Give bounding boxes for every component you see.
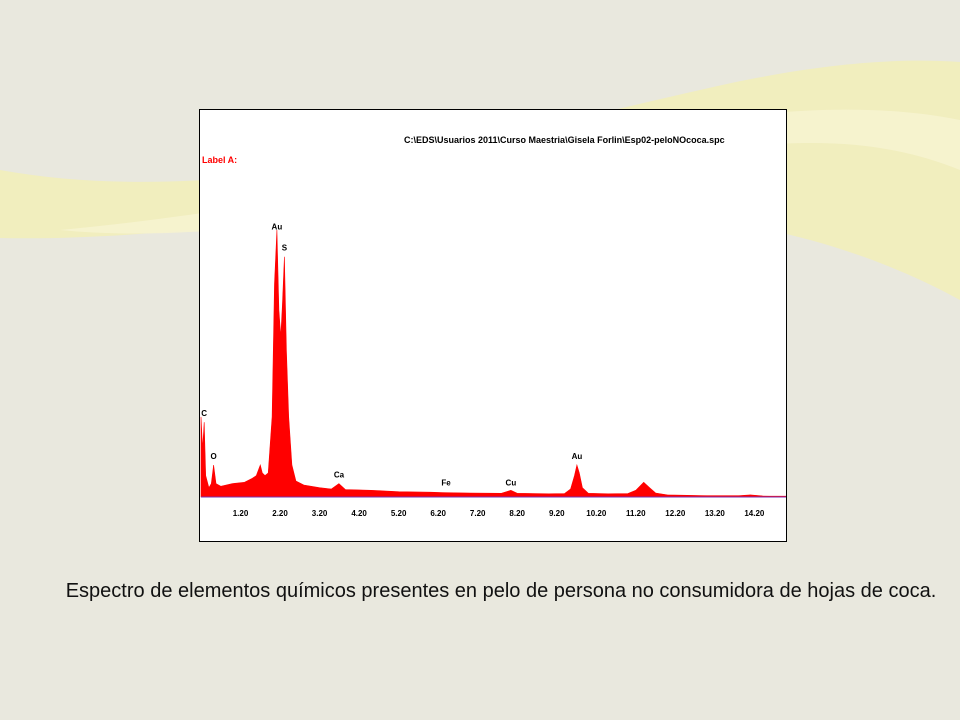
x-tick-label: 8.20	[509, 509, 525, 518]
x-tick-label: 9.20	[549, 509, 565, 518]
label-a: Label A:	[202, 155, 237, 165]
slide-caption: Espectro de elementos químicos presentes…	[65, 580, 937, 602]
peak-label-c: C	[201, 409, 207, 418]
peak-label-cu: Cu	[506, 479, 517, 488]
x-tick-label: 14.20	[744, 509, 765, 518]
x-tick-label: 13.20	[705, 509, 726, 518]
peak-label-au: Au	[572, 452, 583, 461]
eds-spectrum-chart: C:\EDS\Usuarios 2011\Curso Maestria\Gise…	[199, 109, 787, 542]
spectrum-svg: C:\EDS\Usuarios 2011\Curso Maestria\Gise…	[200, 135, 786, 518]
x-tick-label: 1.20	[233, 509, 249, 518]
peak-label-s: S	[282, 244, 288, 253]
peak-label-o: O	[211, 452, 217, 461]
x-tick-label: 7.20	[470, 509, 486, 518]
peak-label-ca: Ca	[334, 471, 345, 480]
chart-title: C:\EDS\Usuarios 2011\Curso Maestria\Gise…	[404, 135, 725, 145]
spectrum-area	[200, 229, 786, 498]
x-tick-label: 3.20	[312, 509, 328, 518]
peak-label-au: Au	[272, 222, 283, 231]
x-tick-label: 2.20	[272, 509, 288, 518]
x-tick-label: 12.20	[665, 509, 686, 518]
x-tick-label: 4.20	[351, 509, 367, 518]
x-tick-label: 10.20	[586, 509, 607, 518]
peak-label-fe: Fe	[441, 479, 451, 488]
x-tick-label: 6.20	[430, 509, 446, 518]
x-tick-label: 5.20	[391, 509, 407, 518]
x-tick-label: 11.20	[626, 509, 646, 518]
